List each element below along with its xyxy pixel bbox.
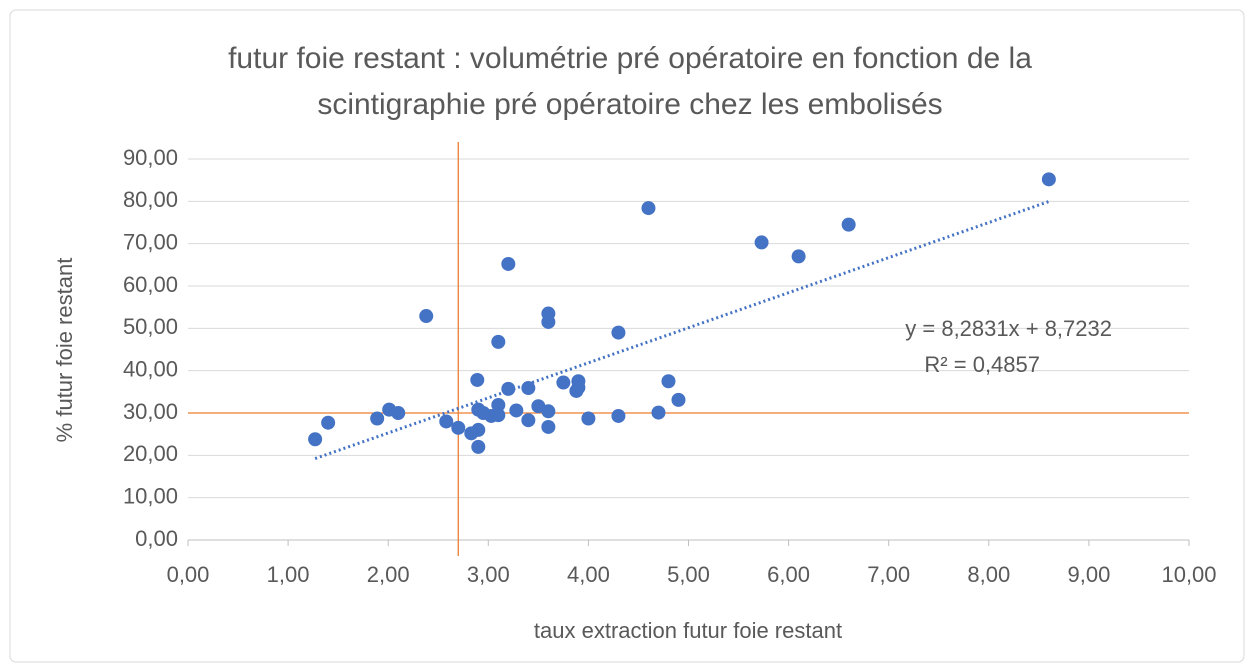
x-tick-label: 9,00 <box>1067 562 1110 587</box>
y-tick-label: 80,00 <box>123 187 178 212</box>
x-tick-label: 5,00 <box>667 562 710 587</box>
data-point <box>641 201 656 216</box>
data-point <box>556 375 571 390</box>
data-point <box>419 309 434 324</box>
y-tick-label: 50,00 <box>123 314 178 339</box>
data-point <box>1041 172 1056 187</box>
data-point <box>541 404 556 419</box>
data-point <box>541 419 556 434</box>
chart-border <box>9 9 1245 663</box>
data-point <box>321 415 336 430</box>
data-point <box>581 411 596 426</box>
x-tick-label: 4,00 <box>567 562 610 587</box>
data-point <box>501 256 516 271</box>
y-tick-label: 0,00 <box>135 526 178 551</box>
x-tick-label: 10,00 <box>1161 562 1216 587</box>
x-tick-label: 3,00 <box>467 562 510 587</box>
data-point <box>308 432 323 447</box>
data-point <box>471 422 486 437</box>
x-tick-label: 6,00 <box>767 562 810 587</box>
data-point <box>611 408 626 423</box>
trendline-equation: y = 8,2831x + 8,7232 <box>905 316 1112 341</box>
data-point <box>521 413 536 428</box>
data-point <box>491 397 506 412</box>
data-point <box>509 403 524 418</box>
data-point <box>791 249 806 264</box>
data-point <box>439 414 454 429</box>
data-point <box>754 235 769 250</box>
data-point <box>841 217 856 232</box>
data-point <box>651 405 666 420</box>
x-tick-label: 1,00 <box>267 562 310 587</box>
data-point <box>501 381 516 396</box>
data-point <box>671 392 686 407</box>
data-point <box>391 406 406 420</box>
x-tick-label: 0,00 <box>167 562 210 587</box>
data-point <box>470 372 485 387</box>
data-point <box>370 411 385 426</box>
data-point <box>471 439 486 454</box>
data-point <box>611 325 626 340</box>
y-tick-label: 60,00 <box>123 272 178 297</box>
data-point <box>491 334 506 349</box>
y-tick-label: 70,00 <box>123 229 178 254</box>
x-tick-label: 7,00 <box>867 562 910 587</box>
x-tick-label: 2,00 <box>367 562 410 587</box>
chart-title: futur foie restant : volumétrie pré opér… <box>228 42 1032 75</box>
chart-title: scintigraphie pré opératoire chez les em… <box>317 88 942 121</box>
data-point <box>491 408 506 423</box>
y-tick-label: 90,00 <box>123 145 178 170</box>
y-tick-label: 20,00 <box>123 441 178 466</box>
y-tick-label: 10,00 <box>123 483 178 508</box>
y-axis-title: % futur foie restant <box>52 258 77 443</box>
data-point <box>661 374 676 389</box>
data-point <box>571 380 586 395</box>
y-tick-label: 40,00 <box>123 356 178 381</box>
trendline-r2: R² = 0,4857 <box>924 352 1040 377</box>
x-axis-title: taux extraction futur foie restant <box>534 618 842 643</box>
data-point <box>451 420 466 435</box>
data-point <box>541 314 556 329</box>
data-point <box>521 381 536 396</box>
y-tick-label: 30,00 <box>123 399 178 424</box>
x-tick-label: 8,00 <box>967 562 1010 587</box>
